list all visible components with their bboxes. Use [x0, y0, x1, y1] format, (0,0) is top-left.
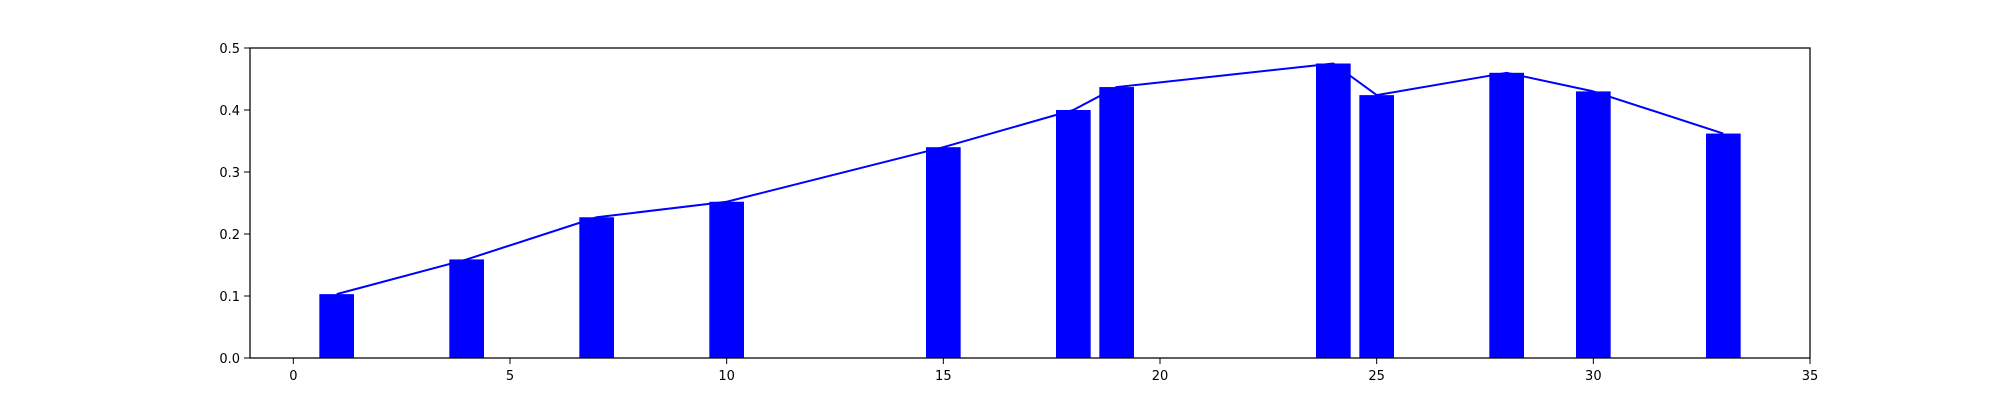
x-tick-label: 15 — [935, 369, 952, 384]
y-tick-label: 0.5 — [219, 42, 240, 57]
y-tick-label: 0.1 — [219, 290, 240, 305]
bar — [1316, 63, 1351, 358]
y-axis-ticks: 0.0 0.1 0.2 0.3 0.4 0.5 — [219, 42, 250, 367]
x-axis-ticks: 0 5 10 15 20 25 30 35 — [289, 358, 1818, 384]
bar — [1576, 91, 1611, 359]
line-layer — [336, 62, 1724, 296]
x-tick-label: 20 — [1152, 369, 1169, 384]
bar — [579, 217, 614, 358]
bar — [1489, 72, 1524, 359]
y-tick-label: 0.2 — [219, 228, 240, 243]
bar — [449, 259, 484, 358]
x-tick-label: 0 — [289, 369, 297, 384]
series-line — [336, 62, 1724, 296]
y-tick-label: 0.3 — [219, 166, 240, 181]
x-tick-label: 5 — [506, 369, 514, 384]
x-tick-label: 35 — [1802, 369, 1819, 384]
bar — [1056, 110, 1091, 358]
bar — [926, 147, 961, 358]
x-tick-label: 30 — [1585, 369, 1602, 384]
axes-frame — [249, 47, 1811, 359]
bar — [1359, 95, 1394, 359]
x-tick-label: 10 — [718, 369, 735, 384]
bar — [709, 201, 744, 358]
bar — [319, 294, 354, 358]
y-tick-label: 0.4 — [219, 104, 240, 119]
bars-layer — [319, 63, 1741, 359]
bar — [1706, 133, 1741, 358]
y-tick-label: 0.0 — [219, 352, 240, 367]
x-tick-label: 25 — [1368, 369, 1385, 384]
bar — [1099, 87, 1134, 358]
